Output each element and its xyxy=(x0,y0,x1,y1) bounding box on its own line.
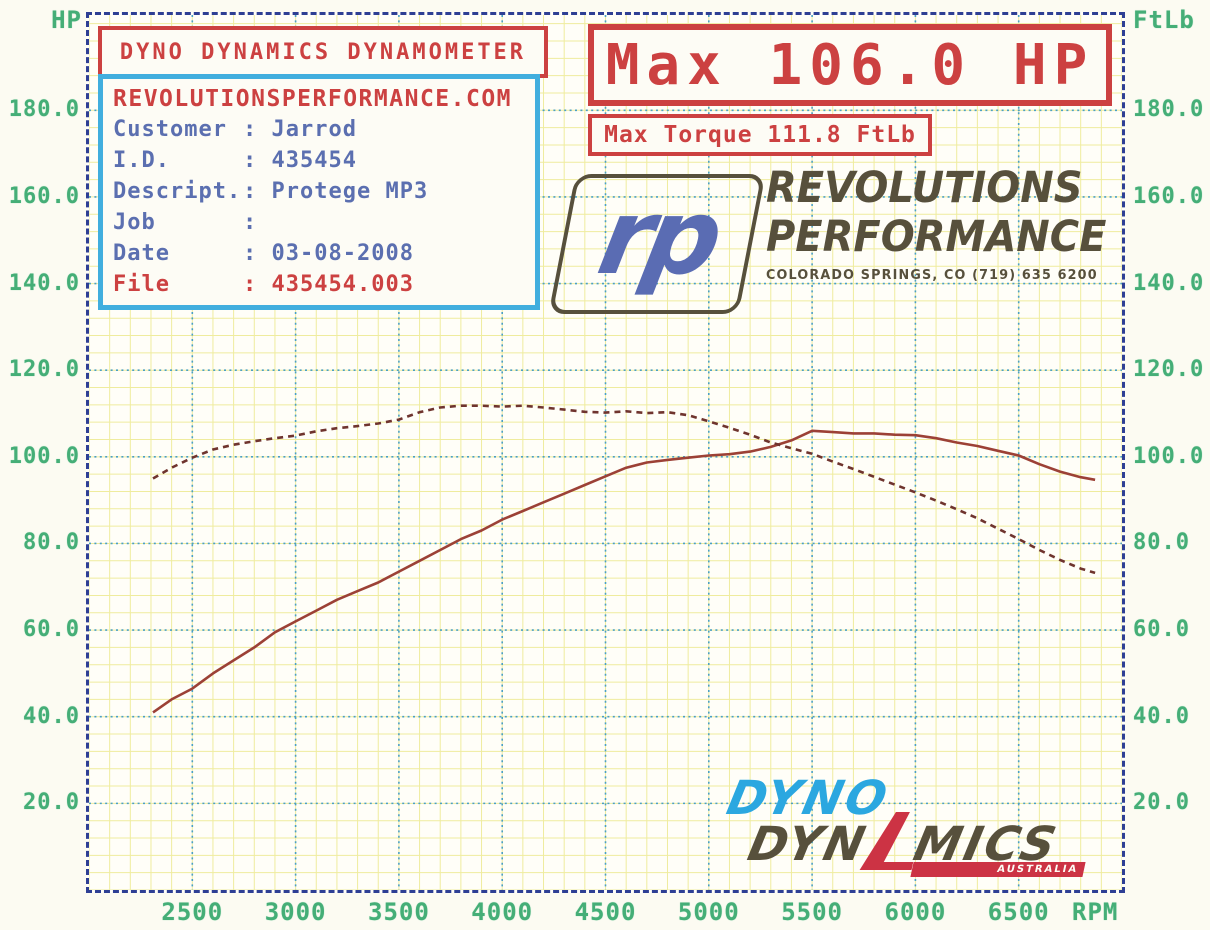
run-info-value: : Protege MP3 xyxy=(243,179,429,204)
torque-curve xyxy=(152,404,1096,575)
shop-website: REVOLUTIONSPERFORMANCE.COM xyxy=(113,86,513,112)
x-tick: 2500 xyxy=(161,898,224,926)
run-info-row: Descript.: Protege MP3 xyxy=(113,176,535,207)
run-info-row: I.D. : 435454 xyxy=(113,145,535,176)
y-tick-right: 180.0 xyxy=(1133,97,1205,123)
run-info-row: File : 435454.003 xyxy=(113,269,535,300)
run-info-row: Job: xyxy=(113,207,535,238)
y-tick-right: 140.0 xyxy=(1133,270,1205,296)
dyno-dynamics-logo: DYNO DYN MICS AUSTRALIA xyxy=(716,771,1116,880)
run-info-label: Date xyxy=(113,241,170,266)
x-tick: 4000 xyxy=(471,898,534,926)
y-tick-left: 120.0 xyxy=(8,357,80,383)
dyno-australia-label: AUSTRALIA xyxy=(996,863,1080,875)
run-info-value: : xyxy=(243,210,272,235)
y-tick-left: 180.0 xyxy=(8,97,80,123)
y-tick-right: 100.0 xyxy=(1133,443,1205,469)
x-tick: 6000 xyxy=(884,898,947,926)
y-tick-right: 120.0 xyxy=(1133,357,1205,383)
rp-wordmark-line2: PERFORMANCE xyxy=(766,212,1107,262)
rp-address: COLORADO SPRINGS, CO (719) 635 6200 xyxy=(766,268,1098,283)
x-tick: 3500 xyxy=(367,898,430,926)
run-info-value: : 435454 xyxy=(243,148,357,173)
run-info-label: I.D. xyxy=(113,148,170,173)
run-info-label: File xyxy=(113,272,170,297)
run-info-label: Descript. xyxy=(113,179,242,204)
y-tick-right: 20.0 xyxy=(1133,790,1190,816)
y-tick-right: 60.0 xyxy=(1133,617,1190,643)
run-info-box: REVOLUTIONSPERFORMANCE.COM Customer : Jar… xyxy=(98,74,540,310)
x-tick: 5000 xyxy=(677,898,740,926)
max-torque-value: Max Torque 111.8 FtLb xyxy=(604,122,916,148)
y-tick-right: 80.0 xyxy=(1133,530,1190,556)
run-info-row: Customer : Jarrod xyxy=(113,114,535,145)
y-tick-left: 100.0 xyxy=(8,443,80,469)
dyno-australia-banner: AUSTRALIA xyxy=(910,862,1086,877)
y-axis-right-unit: FtLb xyxy=(1133,6,1195,34)
y-axis-left-unit: HP xyxy=(51,6,82,34)
max-hp-box: Max 106.0 HP xyxy=(588,24,1112,106)
dyno-title: DYNO DYNAMICS DYNAMOMETER xyxy=(119,39,527,65)
dyno-wordmark-bottom: DYN MICS xyxy=(743,812,1065,872)
rp-monogram-letters: rp xyxy=(589,176,728,298)
max-torque-box: Max Torque 111.8 FtLb xyxy=(588,114,932,156)
x-axis-unit: RPM xyxy=(1072,898,1119,926)
revolutions-performance-logo: rp REVOLUTIONS PERFORMANCE COLORADO SPRI… xyxy=(548,164,1110,318)
x-tick: 4500 xyxy=(574,898,637,926)
max-hp-value: Max 106.0 HP xyxy=(605,32,1095,98)
y-tick-right: 40.0 xyxy=(1133,703,1190,729)
run-info-value: : 03-08-2008 xyxy=(243,241,414,266)
run-info-value: : 435454.003 xyxy=(243,272,414,297)
rp-monogram-icon: rp xyxy=(548,174,766,314)
y-tick-left: 20.0 xyxy=(23,790,80,816)
rp-wordmark-line1: REVOLUTIONS xyxy=(766,163,1083,213)
x-tick: 3000 xyxy=(264,898,327,926)
run-info-row: Date : 03-08-2008 xyxy=(113,238,535,269)
x-tick: 6500 xyxy=(987,898,1050,926)
horsepower-curve xyxy=(152,429,1096,714)
dyno-title-box: DYNO DYNAMICS DYNAMOMETER xyxy=(98,26,548,78)
y-tick-left: 140.0 xyxy=(8,270,80,296)
x-tick: 5500 xyxy=(781,898,843,926)
y-tick-left: 40.0 xyxy=(23,703,80,729)
run-info-label: Job xyxy=(113,210,156,235)
dyno-wordmark-dyn: DYN xyxy=(743,817,873,872)
run-info-rows: Customer: Jarrod I.D.: 435454 Descript.: P… xyxy=(113,114,535,300)
red-lightning-icon xyxy=(859,812,914,870)
y-tick-right: 160.0 xyxy=(1133,183,1205,209)
y-tick-left: 160.0 xyxy=(8,183,80,209)
rp-wordmark: REVOLUTIONS PERFORMANCE COLORADO SPRINGS… xyxy=(766,163,1110,284)
y-tick-left: 80.0 xyxy=(23,530,80,556)
y-tick-left: 60.0 xyxy=(23,617,80,643)
run-info-value: : Jarrod xyxy=(243,117,357,142)
run-info-label: Customer xyxy=(113,117,227,142)
